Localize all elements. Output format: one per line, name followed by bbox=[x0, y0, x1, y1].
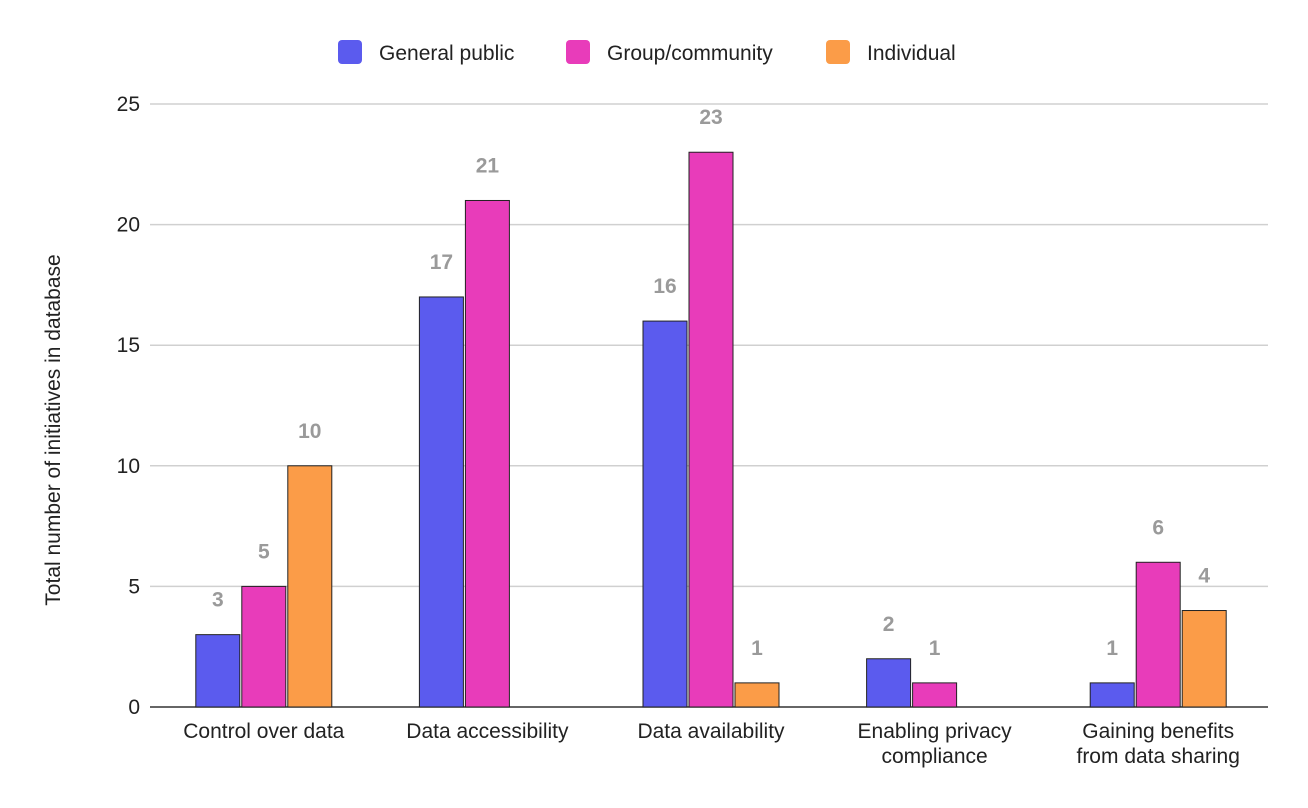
data-label: 16 bbox=[653, 275, 676, 298]
bar-individual bbox=[287, 465, 333, 708]
bar-group-community bbox=[464, 199, 510, 708]
data-label: 21 bbox=[476, 154, 500, 177]
y-tick-label: 20 bbox=[117, 214, 140, 237]
x-category-label: Data availability bbox=[637, 720, 785, 743]
bar-group-community bbox=[912, 682, 958, 708]
y-tick-label: 15 bbox=[117, 334, 140, 357]
y-tick-label: 25 bbox=[117, 93, 140, 116]
bar-individual bbox=[1181, 610, 1227, 708]
data-label: 10 bbox=[298, 420, 321, 443]
bar-group-community bbox=[1135, 561, 1181, 708]
x-category-label: from data sharing bbox=[1076, 745, 1239, 768]
bar-general-public bbox=[195, 634, 241, 708]
legend-label: General public bbox=[379, 42, 514, 65]
bars bbox=[195, 151, 1227, 708]
y-tick-label: 10 bbox=[117, 455, 140, 478]
data-label: 17 bbox=[430, 251, 453, 274]
data-label: 2 bbox=[883, 613, 895, 636]
x-axis-categories: Control over data Data accessibility Data … bbox=[183, 720, 1240, 768]
x-category-label: compliance bbox=[881, 745, 987, 768]
legend-swatch bbox=[566, 40, 590, 64]
y-tick-label: 5 bbox=[128, 575, 140, 598]
y-tick-label: 0 bbox=[128, 696, 140, 719]
y-axis-ticks: 0 5 10 15 20 25 bbox=[117, 93, 140, 719]
data-label: 4 bbox=[1198, 565, 1210, 588]
bar-group-community bbox=[688, 151, 734, 708]
data-label: 6 bbox=[1152, 516, 1164, 539]
legend-swatch bbox=[826, 40, 850, 64]
data-label: 5 bbox=[258, 540, 270, 563]
bar-general-public bbox=[1089, 682, 1135, 708]
data-label: 23 bbox=[699, 106, 722, 129]
x-category-label: Data accessibility bbox=[406, 720, 569, 743]
x-category-label: Gaining benefits bbox=[1082, 720, 1234, 743]
x-category-label: Enabling privacy bbox=[858, 720, 1013, 743]
bar-general-public bbox=[642, 320, 688, 708]
legend: General public Group/community Individual bbox=[338, 40, 956, 65]
bar-individual bbox=[734, 682, 780, 708]
data-label: 1 bbox=[929, 637, 941, 660]
bar-group-community bbox=[241, 585, 287, 708]
bar-general-public bbox=[866, 658, 912, 708]
data-label: 3 bbox=[212, 589, 224, 612]
legend-swatch bbox=[338, 40, 362, 64]
data-label: 1 bbox=[751, 637, 763, 660]
data-label: 1 bbox=[1106, 637, 1118, 660]
bar-general-public bbox=[418, 296, 464, 708]
legend-label: Individual bbox=[867, 42, 956, 65]
x-category-label: Control over data bbox=[183, 720, 344, 743]
legend-label: Group/community bbox=[607, 42, 773, 65]
y-axis-label: Total number of initiatives in database bbox=[42, 254, 65, 605]
